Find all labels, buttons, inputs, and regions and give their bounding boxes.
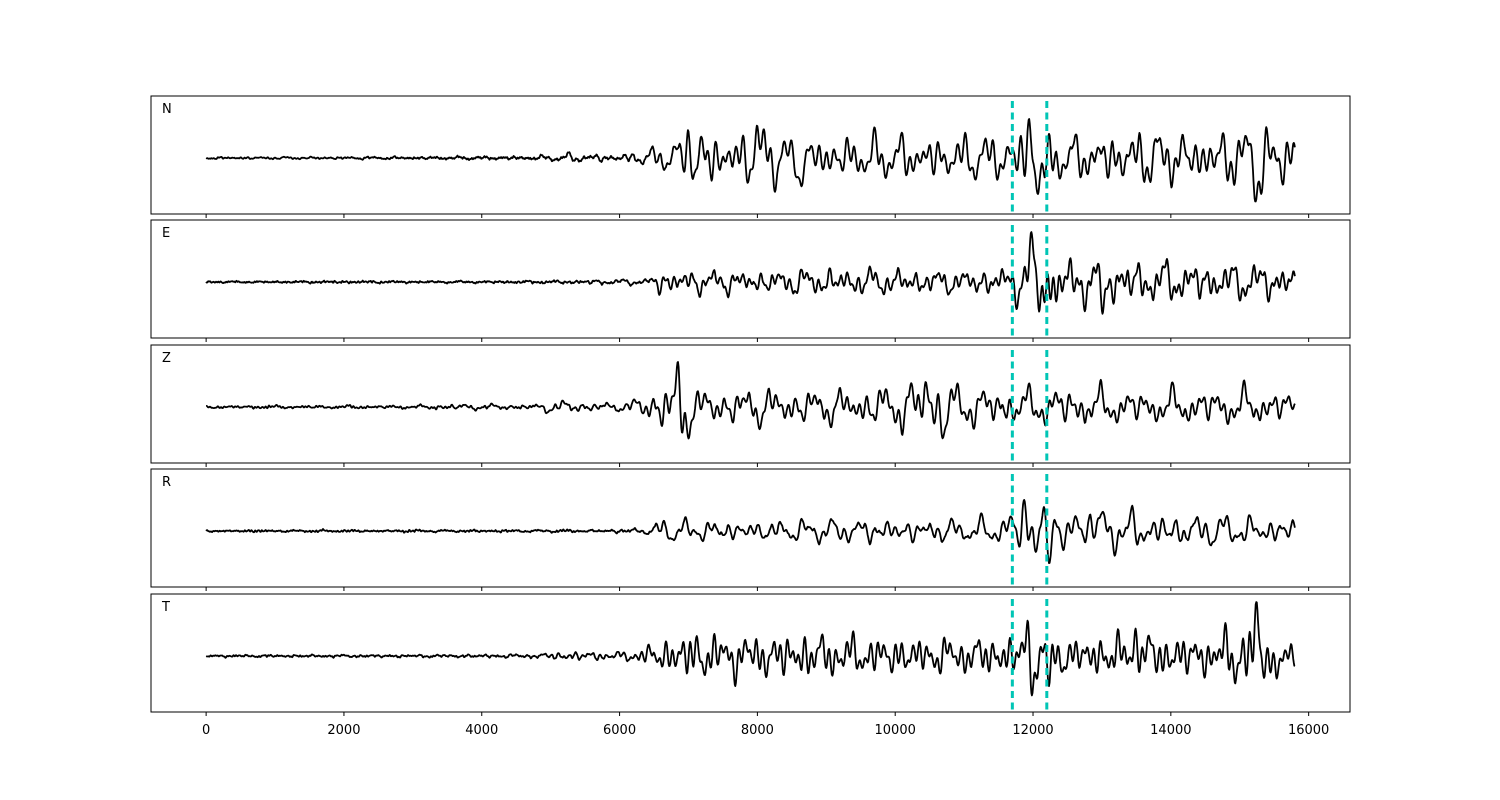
trace-t	[205, 601, 1296, 697]
panel-frame	[150, 468, 1351, 588]
x-tick-label: 6000	[603, 723, 636, 738]
trace-n	[205, 118, 1296, 203]
panel-z: Z	[150, 344, 1351, 467]
x-tick-label: 10000	[875, 723, 916, 738]
panel-label: N	[162, 102, 172, 117]
x-tick-label: 2000	[327, 723, 360, 738]
x-tick-label: 14000	[1150, 723, 1191, 738]
panel-frame	[150, 95, 1351, 215]
trace-e	[205, 231, 1296, 315]
panel-frame	[150, 344, 1351, 464]
panel-label: T	[161, 600, 170, 615]
x-tick-label: 16000	[1288, 723, 1329, 738]
panel-n: N	[150, 95, 1351, 218]
panel-e: E	[150, 219, 1351, 342]
x-tick-label: 8000	[741, 723, 774, 738]
panel-label: R	[162, 475, 171, 490]
panel-frame	[150, 593, 1351, 713]
x-tick-label: 0	[202, 723, 210, 738]
trace-z	[205, 361, 1296, 440]
panel-label: E	[162, 226, 170, 241]
panel-t: T	[150, 593, 1351, 716]
x-tick-label: 12000	[1012, 723, 1053, 738]
panel-frame	[150, 219, 1351, 339]
trace-r	[205, 499, 1296, 564]
panel-r: R	[150, 468, 1351, 591]
x-tick-label: 4000	[465, 723, 498, 738]
panel-label: Z	[162, 351, 171, 366]
